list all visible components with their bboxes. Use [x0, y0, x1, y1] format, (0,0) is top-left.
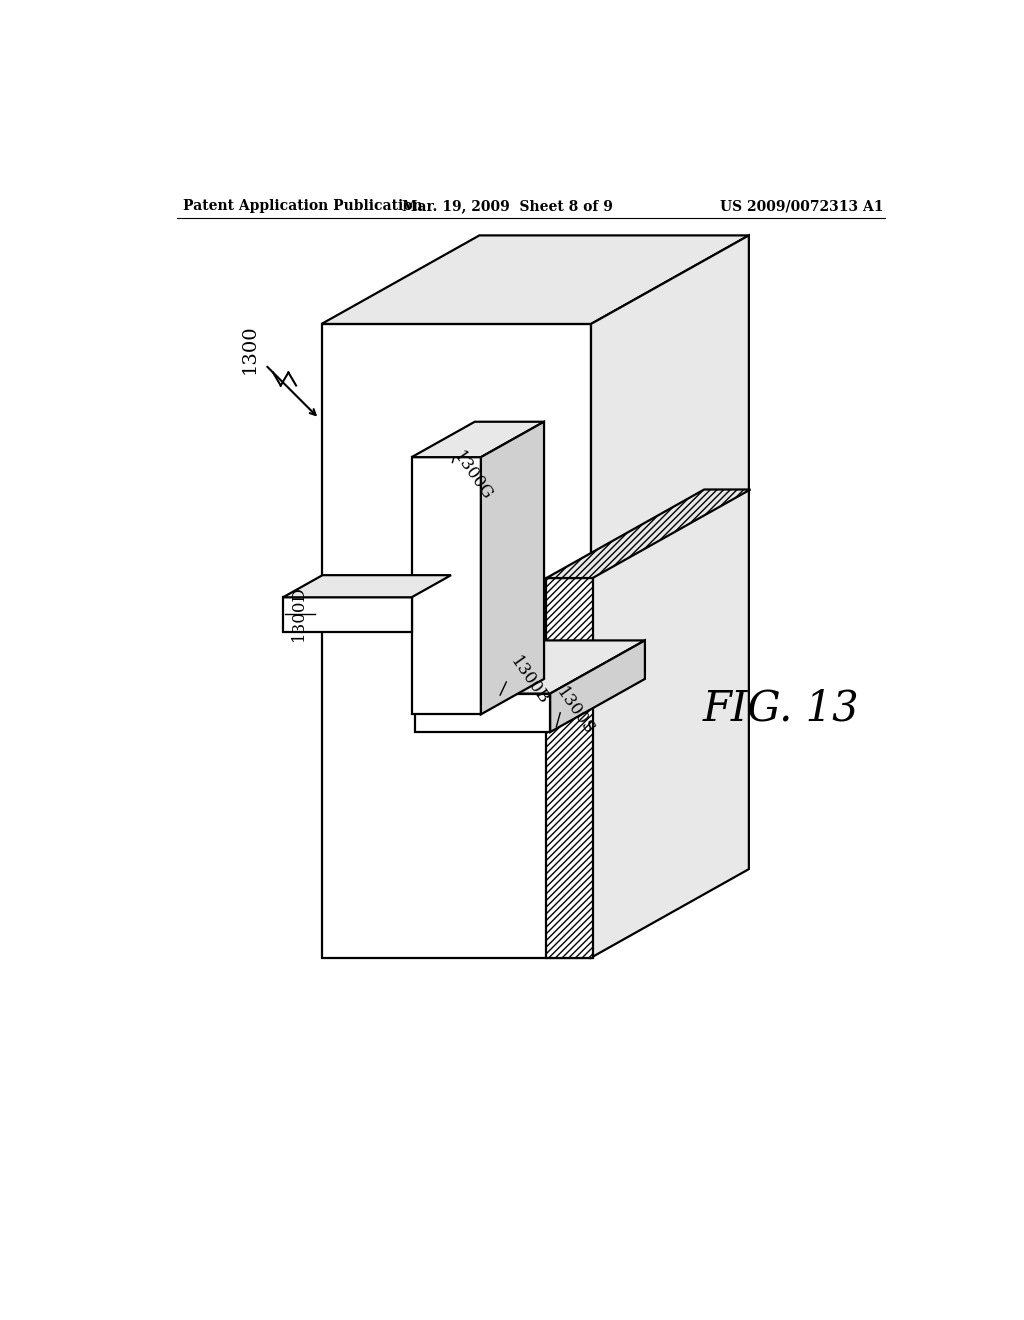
Polygon shape [412, 457, 481, 714]
Polygon shape [283, 576, 452, 597]
Text: 1300: 1300 [241, 325, 259, 374]
Polygon shape [322, 323, 591, 958]
Polygon shape [547, 578, 593, 958]
Text: 1300D: 1300D [290, 585, 307, 640]
Text: US 2009/0072313 A1: US 2009/0072313 A1 [720, 199, 884, 213]
Text: 1300G: 1300G [451, 449, 496, 504]
Polygon shape [416, 640, 645, 693]
Text: Patent Application Publication: Patent Application Publication [183, 199, 423, 213]
Text: 1300S: 1300S [553, 684, 597, 738]
Text: 1300B: 1300B [506, 653, 552, 708]
Polygon shape [322, 235, 749, 323]
Polygon shape [481, 422, 544, 714]
Polygon shape [550, 640, 645, 733]
Polygon shape [591, 235, 749, 958]
Polygon shape [547, 490, 751, 578]
Polygon shape [412, 422, 544, 457]
Text: Mar. 19, 2009  Sheet 8 of 9: Mar. 19, 2009 Sheet 8 of 9 [402, 199, 613, 213]
Text: FIG. 13: FIG. 13 [702, 688, 859, 730]
Polygon shape [416, 693, 550, 733]
Polygon shape [283, 597, 412, 632]
